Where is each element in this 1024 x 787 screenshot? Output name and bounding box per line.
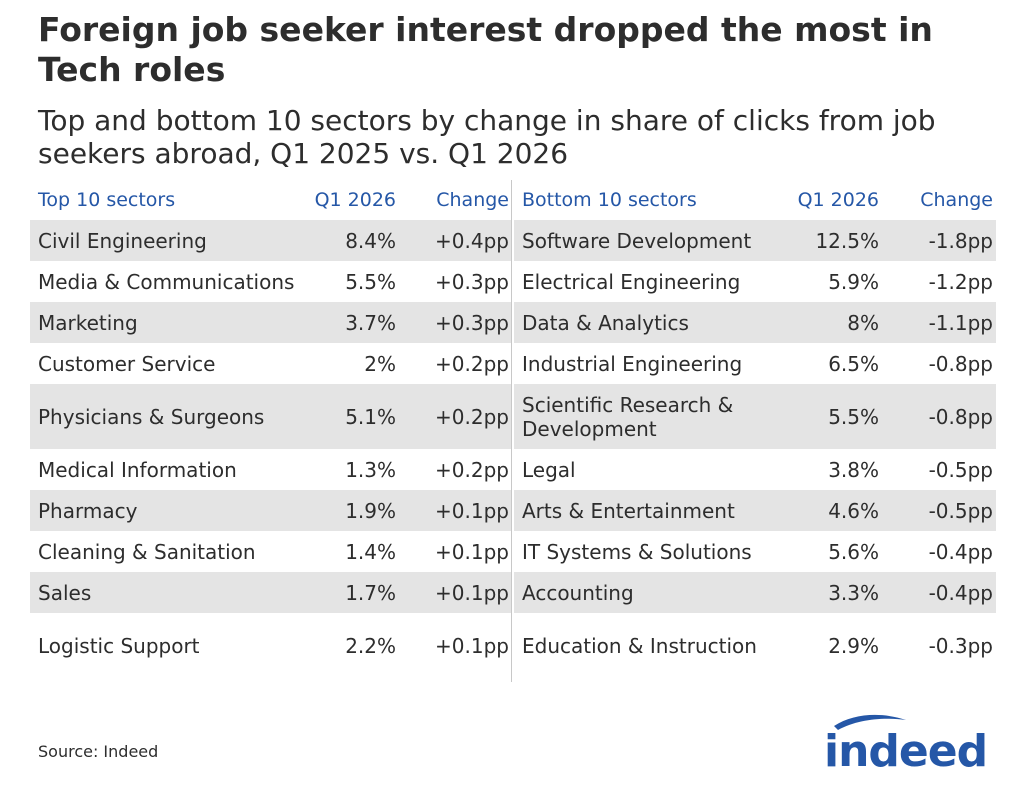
column-header-change: Change	[436, 189, 509, 211]
table-row: Customer Service 2% +0.2pp	[30, 343, 511, 384]
change-cell: +0.1pp	[435, 633, 509, 658]
change-cell: +0.1pp	[435, 580, 509, 605]
q1-2026-cell: 5.1%	[345, 404, 396, 429]
change-cell: -0.8pp	[928, 404, 993, 429]
sector-cell: Accounting	[522, 580, 634, 605]
q1-2026-cell: 3.7%	[345, 310, 396, 335]
logo-swoosh	[834, 714, 906, 730]
logo-wordmark: indeed	[824, 726, 987, 772]
sector-cell: Civil Engineering	[38, 228, 207, 253]
chart-title: Foreign job seeker interest dropped the …	[38, 10, 933, 89]
table-row: Scientific Research & Development 5.5% -0.…	[514, 384, 996, 449]
q1-2026-cell: 2.2%	[345, 633, 396, 658]
sector-cell: Sales	[38, 580, 92, 605]
sector-cell: Scientific Research & Development	[522, 392, 734, 441]
sector-cell: Legal	[522, 457, 576, 482]
table-row: Data & Analytics 8% -1.1pp	[514, 302, 996, 343]
table-row: Physicians & Surgeons 5.1% +0.2pp	[30, 384, 511, 449]
change-cell: -1.2pp	[928, 269, 993, 294]
change-cell: +0.3pp	[435, 269, 509, 294]
change-cell: -0.5pp	[928, 457, 993, 482]
sector-cell: Education & Instruction	[522, 633, 757, 658]
q1-2026-cell: 1.9%	[345, 498, 396, 523]
q1-2026-cell: 6.5%	[828, 351, 879, 376]
sector-cell: Data & Analytics	[522, 310, 689, 335]
table-row: Logistic Support 2.2% +0.1pp	[30, 613, 511, 678]
q1-2026-cell: 8%	[847, 310, 879, 335]
top-sectors-table: Top 10 sectors Q1 2026 Change Civil Engi…	[30, 180, 511, 678]
q1-2026-cell: 5.5%	[828, 404, 879, 429]
sector-cell: Electrical Engineering	[522, 269, 741, 294]
sector-cell: Industrial Engineering	[522, 351, 743, 376]
column-header-q1-2026: Q1 2026	[797, 189, 879, 211]
q1-2026-cell: 3.3%	[828, 580, 879, 605]
sector-cell: Cleaning & Sanitation	[38, 539, 256, 564]
sector-cell: Medical Information	[38, 457, 237, 482]
sector-cell: Physicians & Surgeons	[38, 404, 265, 429]
change-cell: +0.1pp	[435, 498, 509, 523]
source-note: Source: Indeed	[38, 742, 159, 761]
column-header-sector: Top 10 sectors	[38, 189, 176, 211]
table-row: IT Systems & Solutions 5.6% -0.4pp	[514, 531, 996, 572]
sector-table: Top 10 sectors Q1 2026 Change Civil Engi…	[30, 180, 996, 682]
table-row: Software Development 12.5% -1.8pp	[514, 220, 996, 261]
table-row: Electrical Engineering 5.9% -1.2pp	[514, 261, 996, 302]
table-row: Industrial Engineering 6.5% -0.8pp	[514, 343, 996, 384]
sector-cell: Customer Service	[38, 351, 216, 376]
column-header-sector: Bottom 10 sectors	[522, 189, 697, 211]
change-cell: -0.4pp	[928, 539, 993, 564]
table-row: Media & Communications 5.5% +0.3pp	[30, 261, 511, 302]
q1-2026-cell: 5.9%	[828, 269, 879, 294]
bottom-sectors-table: Bottom 10 sectors Q1 2026 Change Softwar…	[514, 180, 996, 678]
table-row: Civil Engineering 8.4% +0.4pp	[30, 220, 511, 261]
q1-2026-cell: 2%	[364, 351, 396, 376]
chart-subtitle: Top and bottom 10 sectors by change in s…	[38, 104, 936, 170]
sector-cell: Media & Communications	[38, 269, 295, 294]
change-cell: +0.2pp	[435, 457, 509, 482]
change-cell: -0.3pp	[928, 633, 993, 658]
q1-2026-cell: 5.6%	[828, 539, 879, 564]
q1-2026-cell: 1.4%	[345, 539, 396, 564]
sector-cell: Software Development	[522, 228, 752, 253]
table-row: Accounting 3.3% -0.4pp	[514, 572, 996, 613]
sector-cell: Logistic Support	[38, 633, 200, 658]
change-cell: -0.8pp	[928, 351, 993, 376]
table-row: Marketing 3.7% +0.3pp	[30, 302, 511, 343]
sector-cell: Marketing	[38, 310, 138, 335]
column-header-q1-2026: Q1 2026	[314, 189, 396, 211]
sector-cell: Arts & Entertainment	[522, 498, 735, 523]
change-cell: +0.4pp	[435, 228, 509, 253]
q1-2026-cell: 3.8%	[828, 457, 879, 482]
change-cell: -0.5pp	[928, 498, 993, 523]
column-header-change: Change	[920, 189, 993, 211]
change-cell: +0.2pp	[435, 351, 509, 376]
table-row: Arts & Entertainment 4.6% -0.5pp	[514, 490, 996, 531]
change-cell: -0.4pp	[928, 580, 993, 605]
bottom-table-header: Bottom 10 sectors Q1 2026 Change	[514, 180, 996, 220]
sector-cell: Pharmacy	[38, 498, 138, 523]
q1-2026-cell: 8.4%	[345, 228, 396, 253]
q1-2026-cell: 1.7%	[345, 580, 396, 605]
table-row: Legal 3.8% -0.5pp	[514, 449, 996, 490]
change-cell: +0.3pp	[435, 310, 509, 335]
q1-2026-cell: 4.6%	[828, 498, 879, 523]
q1-2026-cell: 2.9%	[828, 633, 879, 658]
q1-2026-cell: 12.5%	[815, 228, 879, 253]
q1-2026-cell: 5.5%	[345, 269, 396, 294]
change-cell: +0.2pp	[435, 404, 509, 429]
table-row: Pharmacy 1.9% +0.1pp	[30, 490, 511, 531]
table-row: Medical Information 1.3% +0.2pp	[30, 449, 511, 490]
change-cell: -1.8pp	[928, 228, 993, 253]
change-cell: +0.1pp	[435, 539, 509, 564]
indeed-logo: indeed	[824, 714, 988, 772]
change-cell: -1.1pp	[928, 310, 993, 335]
top-table-header: Top 10 sectors Q1 2026 Change	[30, 180, 511, 220]
table-row: Sales 1.7% +0.1pp	[30, 572, 511, 613]
q1-2026-cell: 1.3%	[345, 457, 396, 482]
table-row: Cleaning & Sanitation 1.4% +0.1pp	[30, 531, 511, 572]
table-row: Education & Instruction 2.9% -0.3pp	[514, 613, 996, 678]
table-divider	[511, 180, 512, 682]
sector-cell: IT Systems & Solutions	[522, 539, 752, 564]
